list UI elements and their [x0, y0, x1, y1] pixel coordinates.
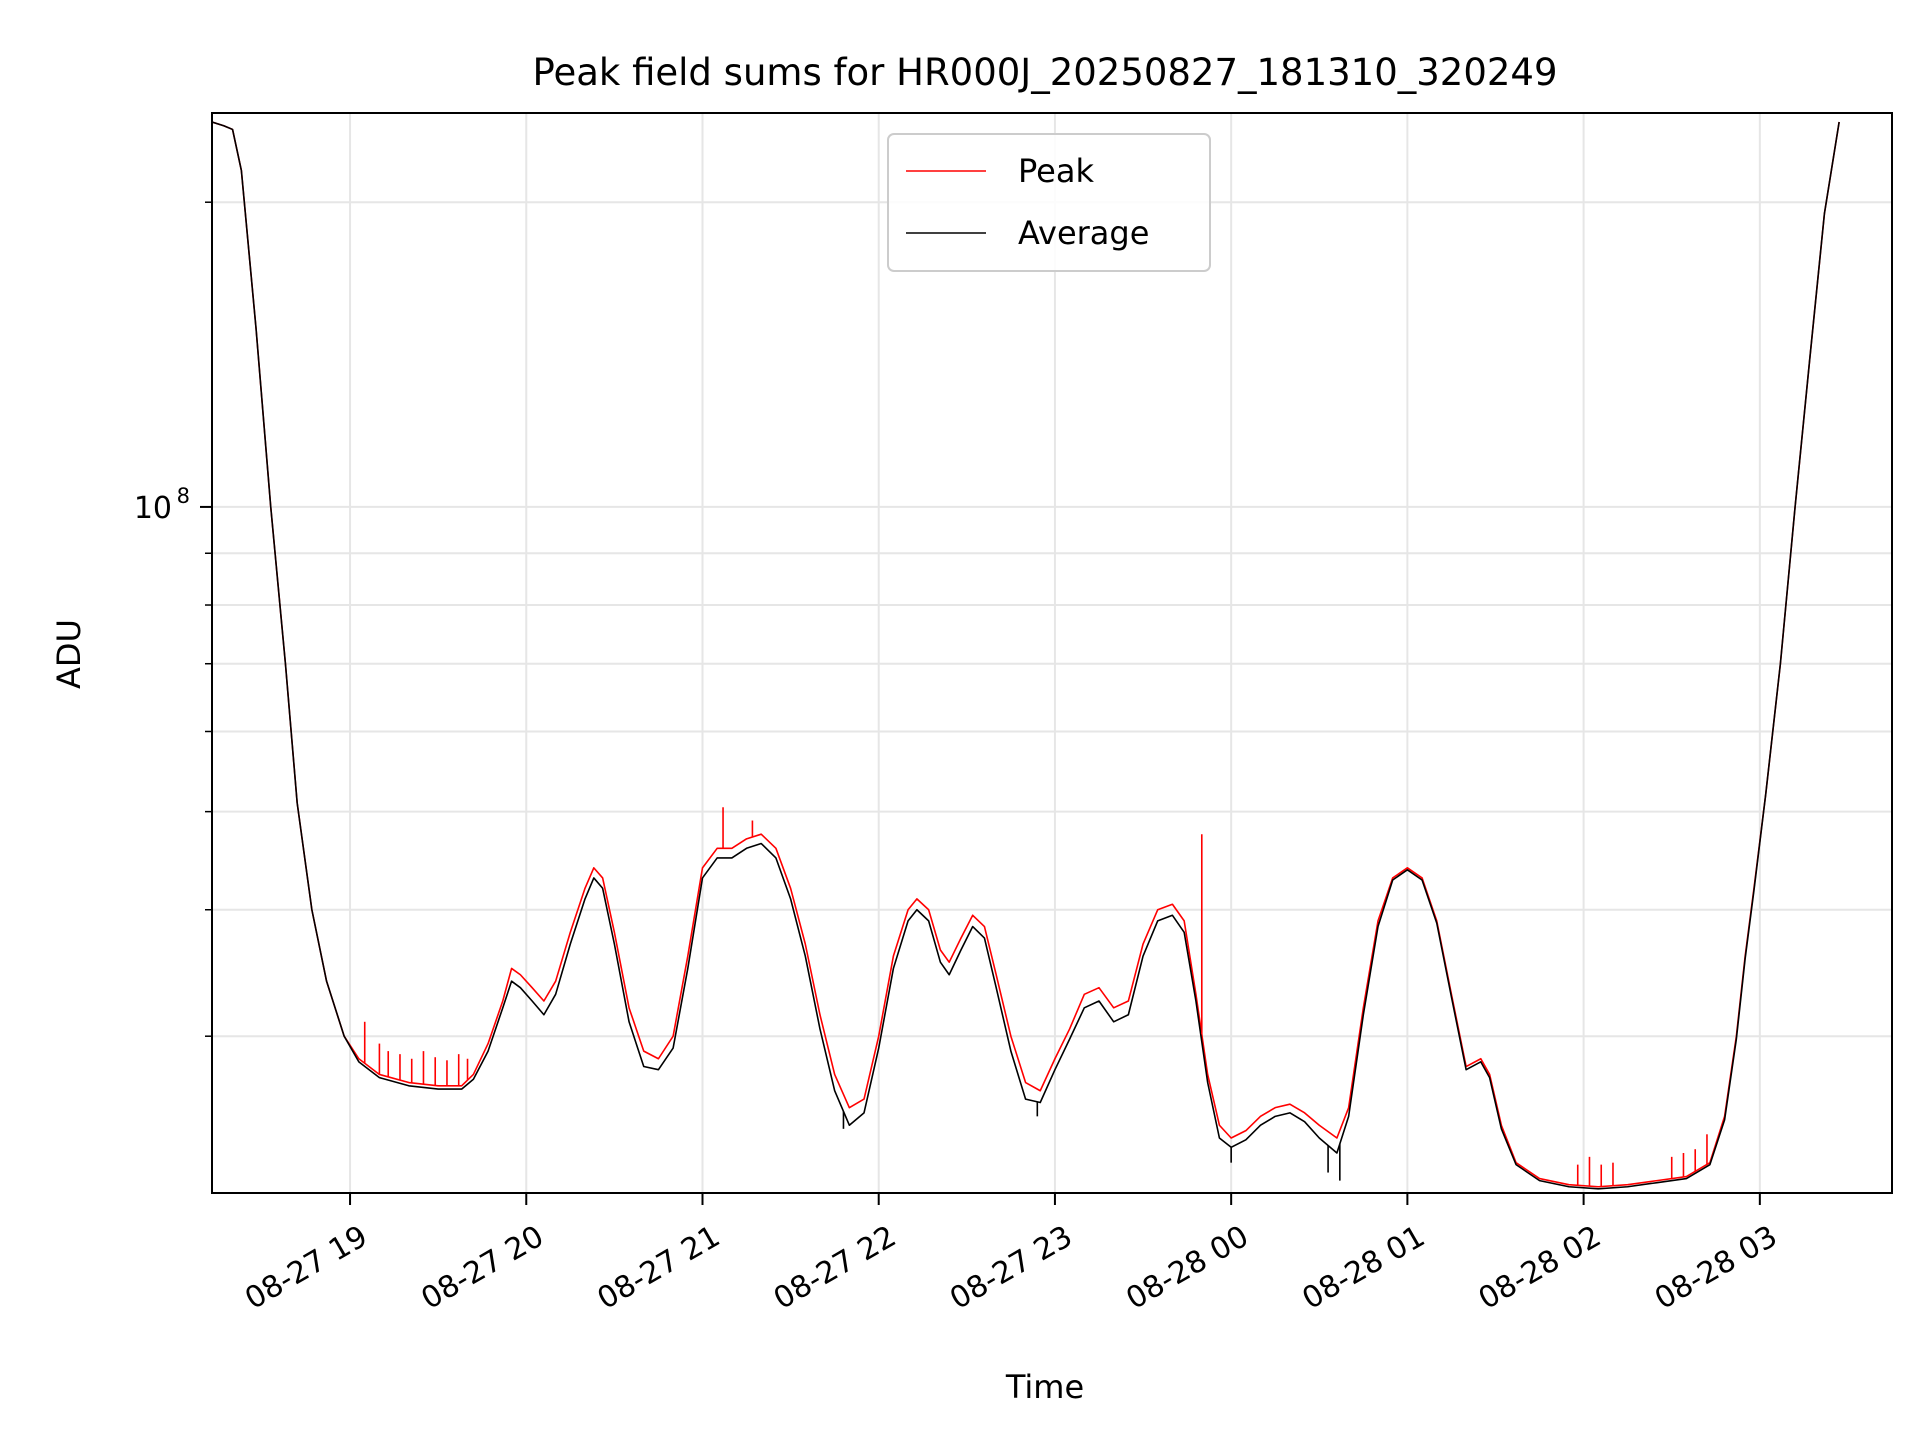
legend-label-peak: Peak [1018, 152, 1094, 190]
y-tick-base: 10 [134, 491, 172, 526]
legend-label-average: Average [1018, 214, 1149, 252]
y-axis: 10 8 [134, 201, 212, 1037]
y-tick-exponent: 8 [177, 484, 190, 508]
legend-box [887, 133, 1211, 272]
plot-frame [211, 112, 1893, 1194]
series-line-average [212, 121, 1840, 1190]
grid [212, 113, 1892, 1193]
plot-area [212, 121, 1840, 1190]
legend: Peak Average [887, 133, 1211, 272]
y-axis-label: ADU [50, 619, 88, 689]
y-tick-label: 10 8 [134, 484, 190, 526]
x-axis-label: Time [1005, 1368, 1084, 1406]
chart-title: Peak field sums for HR000J_20250827_1813… [532, 51, 1557, 94]
